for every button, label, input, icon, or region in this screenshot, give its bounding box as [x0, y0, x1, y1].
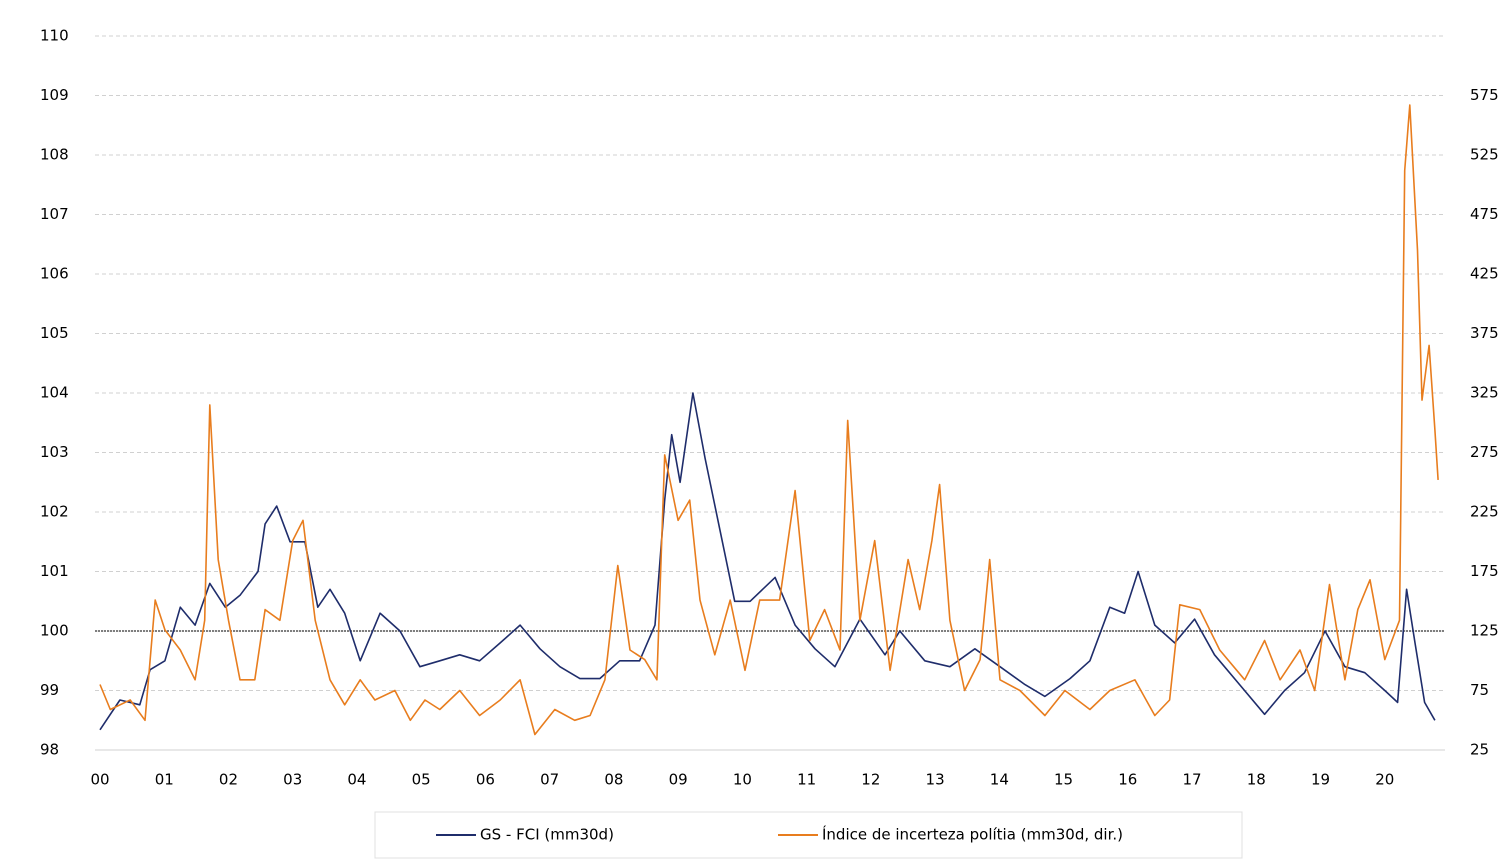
y2-tick-label: 75 — [1470, 681, 1489, 699]
x-tick-label: 14 — [990, 771, 1009, 789]
series-line — [99, 392, 1436, 731]
y-tick-label: 108 — [40, 146, 69, 164]
y-tick-label: 103 — [40, 443, 69, 461]
y-tick-label: 101 — [40, 562, 69, 580]
x-tick-label: 05 — [412, 771, 431, 789]
y-tick-label: 106 — [40, 265, 69, 283]
x-tick-label: 10 — [733, 771, 752, 789]
y-tick-label: 100 — [40, 622, 69, 640]
x-tick-label: 16 — [1118, 771, 1137, 789]
x-tick-label: 18 — [1247, 771, 1266, 789]
x-tick-label: 02 — [219, 771, 238, 789]
x-tick-label: 01 — [155, 771, 174, 789]
x-tick-label: 08 — [604, 771, 623, 789]
y-tick-label: 104 — [40, 384, 69, 402]
x-tick-label: 03 — [283, 771, 302, 789]
y2-tick-label: 325 — [1470, 384, 1499, 402]
y-tick-label: 102 — [40, 503, 69, 521]
x-tick-label: 04 — [347, 771, 366, 789]
y2-tick-label: 475 — [1470, 205, 1499, 223]
x-tick-label: 12 — [861, 771, 880, 789]
series-line — [99, 104, 1439, 736]
x-tick-label: 17 — [1183, 771, 1202, 789]
x-tick-label: 19 — [1311, 771, 1330, 789]
x-tick-label: 11 — [797, 771, 816, 789]
y-tick-label: 98 — [40, 741, 59, 759]
x-tick-label: 07 — [540, 771, 559, 789]
y2-tick-label: 575 — [1470, 86, 1499, 104]
legend-label: Índice de incerteza polítia (mm30d, dir.… — [822, 825, 1123, 844]
x-tick-label: 20 — [1375, 771, 1394, 789]
x-tick-label: 00 — [90, 771, 109, 789]
y2-tick-label: 275 — [1470, 443, 1499, 461]
y-tick-label: 109 — [40, 86, 69, 104]
y2-tick-label: 225 — [1470, 503, 1499, 521]
y2-tick-label: 25 — [1470, 741, 1489, 759]
x-tick-label: 13 — [926, 771, 945, 789]
y2-tick-label: 425 — [1470, 265, 1499, 283]
y-tick-label: 105 — [40, 324, 69, 342]
y2-tick-label: 375 — [1470, 324, 1499, 342]
x-tick-label: 09 — [669, 771, 688, 789]
y2-tick-label: 525 — [1470, 146, 1499, 164]
y-tick-label: 107 — [40, 205, 69, 223]
y2-tick-label: 125 — [1470, 622, 1499, 640]
legend: GS - FCI (mm30d) Índice de incerteza polí… — [374, 811, 1243, 859]
y-tick-label: 99 — [40, 681, 59, 699]
legend-label: GS - FCI (mm30d) — [480, 826, 614, 844]
y2-tick-label: 175 — [1470, 562, 1499, 580]
x-tick-label: 15 — [1054, 771, 1073, 789]
x-tick-label: 06 — [476, 771, 495, 789]
y-tick-label: 110 — [40, 27, 69, 45]
